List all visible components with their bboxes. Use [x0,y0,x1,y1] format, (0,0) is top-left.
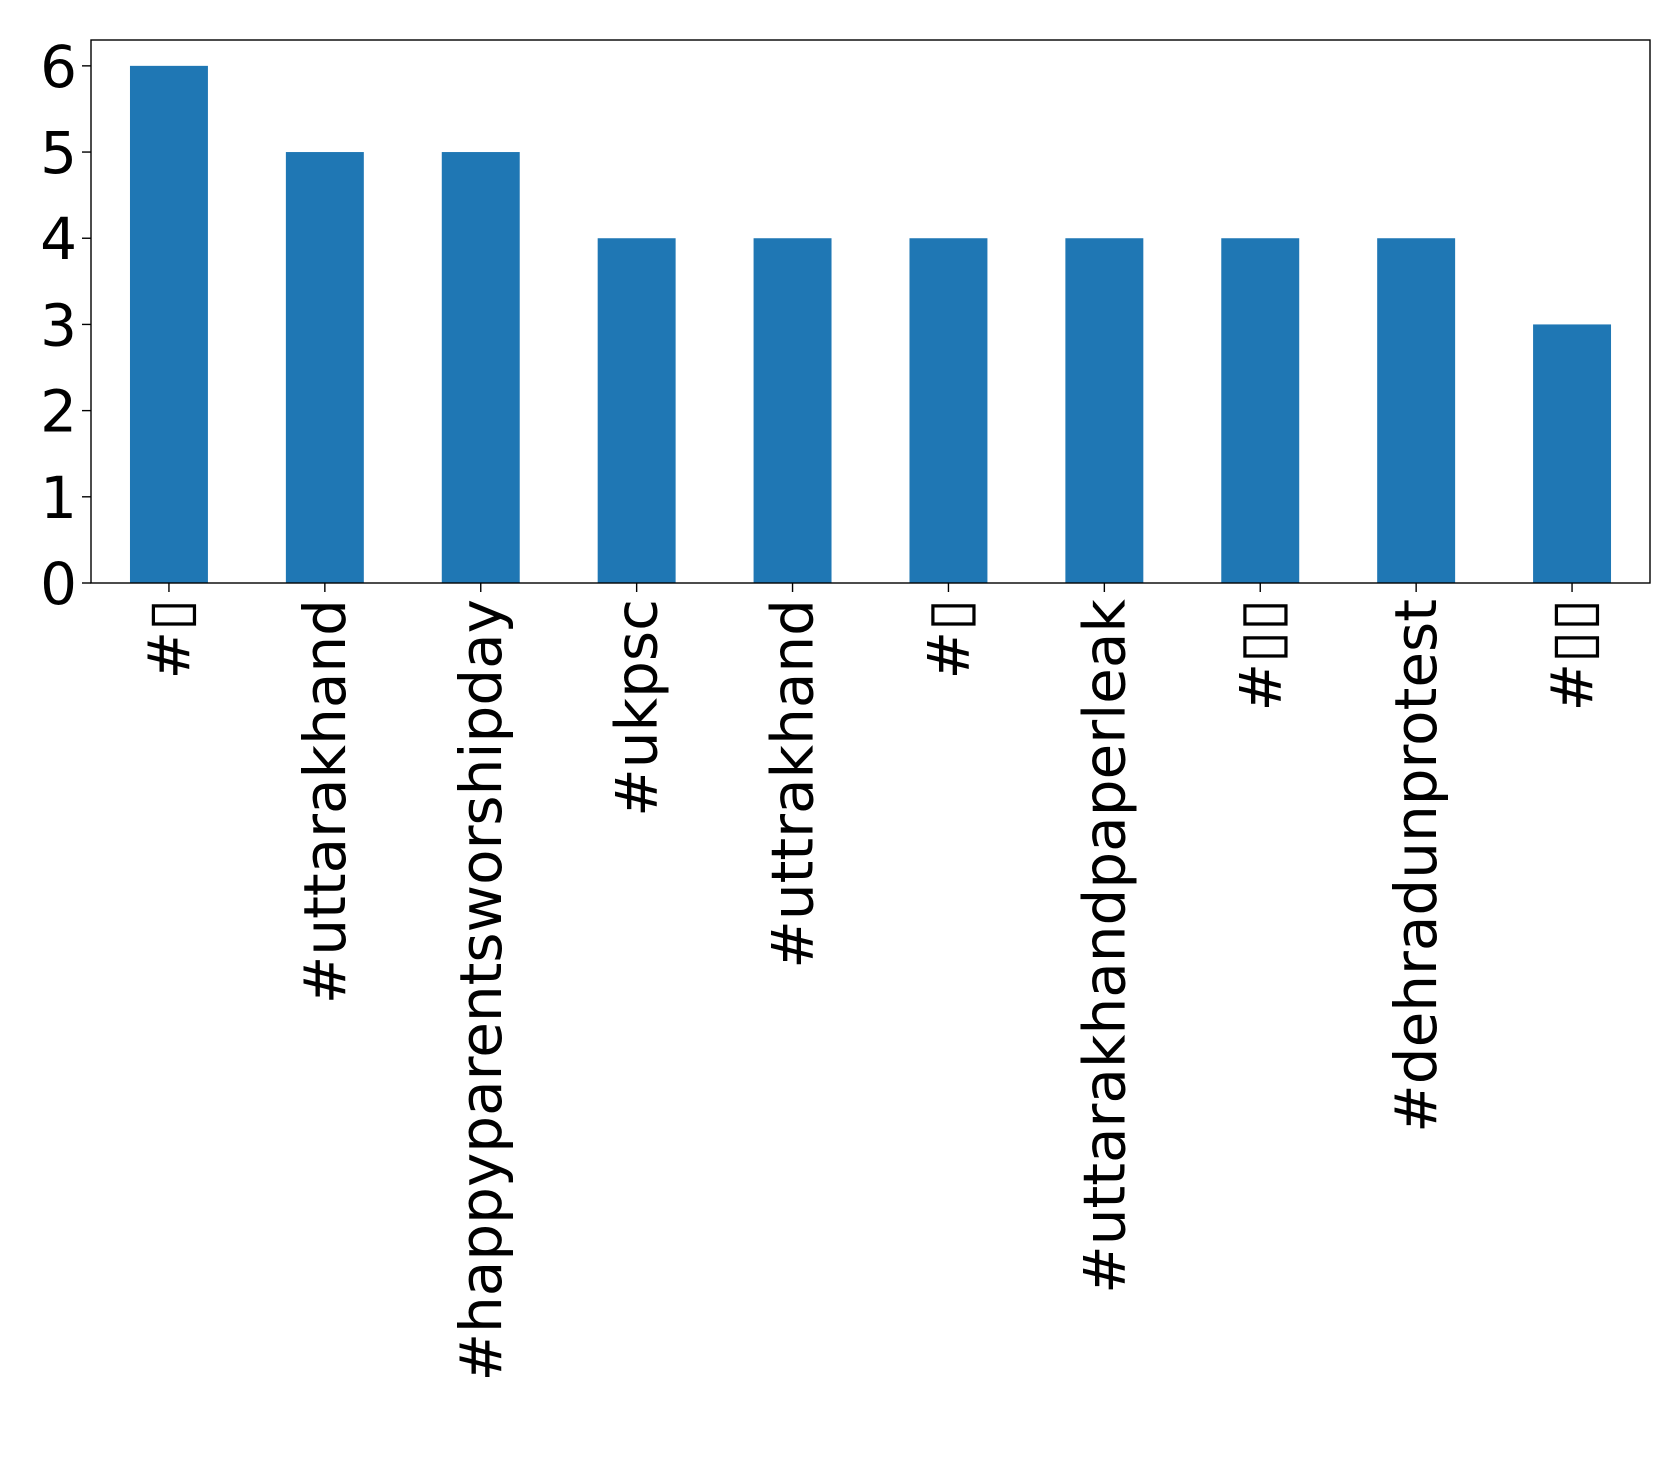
bar-1 [285,152,364,584]
bar-3 [597,238,676,583]
bar-8 [1377,238,1456,583]
x-tick-label-4: #uttrakhand [759,599,827,969]
x-tick-label-5: #▯ [914,599,982,680]
x-tick-label-8: #dehradunprotest [1382,599,1450,1133]
bars-group [129,65,1612,584]
x-tick-label-0: #▯ [135,599,203,680]
x-tick-label-2: #happyparentsworshipday [447,599,515,1382]
bar-5 [909,238,988,583]
x-axis: #▯ #uttarakhand #happyparentsworshipday #uk… [135,583,1606,1382]
bar-9 [1533,324,1612,583]
bar-7 [1221,238,1300,583]
bar-4 [753,238,832,583]
x-tick-label-9: #▯▯ [1538,599,1606,711]
bar-0 [129,65,208,584]
y-tick-label-1: 1 [40,464,77,532]
y-tick-label-6: 6 [40,33,77,101]
y-tick-label-3: 3 [40,291,77,359]
bar-2 [441,152,520,584]
y-tick-label-4: 4 [40,205,77,273]
plot-frame [90,39,1651,584]
bar-6 [1065,238,1144,583]
y-tick-label-5: 5 [40,119,77,187]
y-axis: 0 1 2 3 4 5 6 [40,33,91,618]
x-tick-label-7: #▯▯ [1226,599,1294,711]
x-tick-label-1: #uttarakhand [291,599,359,1004]
x-tick-label-6: #uttarakhandpaperleak [1070,599,1138,1294]
y-tick-label-0: 0 [40,550,77,618]
y-tick-label-2: 2 [40,378,77,446]
x-tick-label-3: #ukpsc [603,599,671,817]
